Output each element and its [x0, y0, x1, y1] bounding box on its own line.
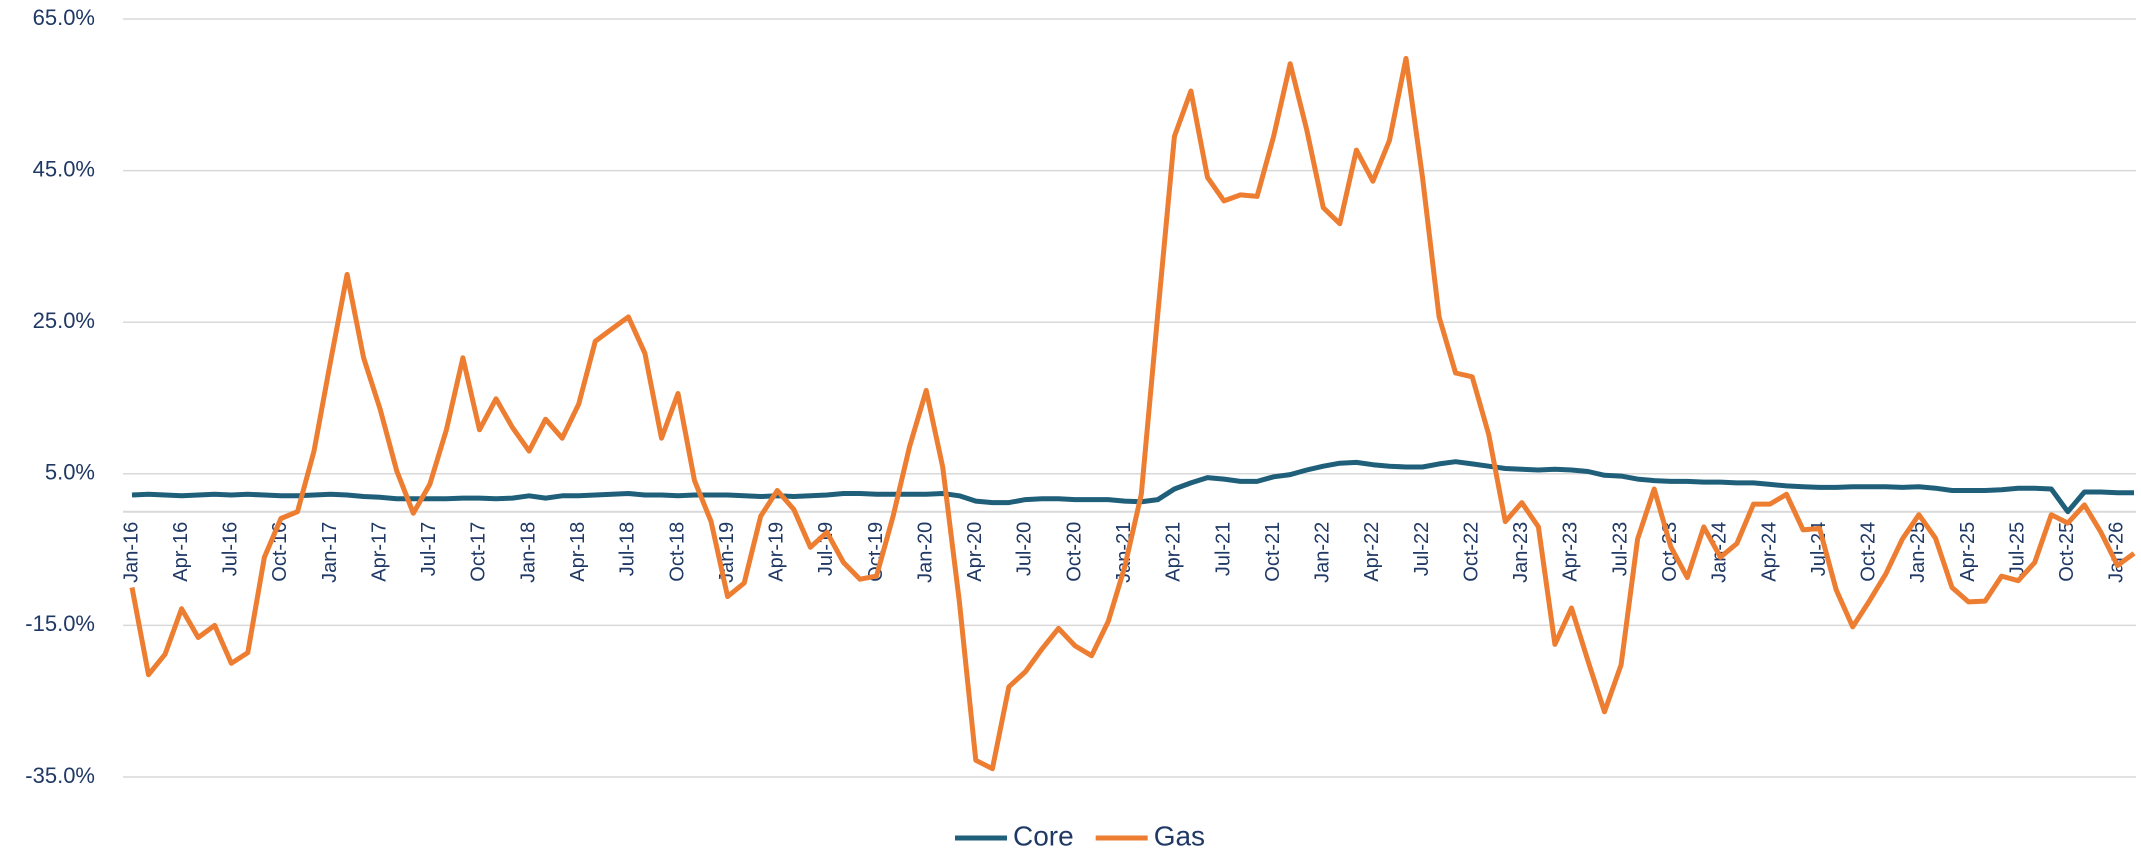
x-tick-label: Jan-20	[914, 522, 936, 583]
x-tick-label: Apr-20	[964, 522, 986, 582]
x-tick-label: Jan-17	[319, 522, 341, 583]
x-tick-label: Apr-22	[1361, 522, 1383, 582]
x-tick-label: Oct-17	[468, 522, 490, 582]
x-tick-label: Apr-19	[766, 522, 788, 582]
legend-label: Gas	[1154, 820, 1205, 851]
x-tick-label: Jan-25	[1907, 522, 1929, 583]
line-series	[131, 459, 2134, 515]
x-tick-label: Jul-22	[1411, 522, 1433, 576]
x-tick-label: Jan-16	[120, 522, 142, 583]
x-tick-label: Oct-23	[1659, 522, 1681, 582]
x-tick-label: Jul-17	[418, 522, 440, 576]
y-tick-label: -15.0%	[25, 611, 95, 636]
y-tick-label: 45.0%	[33, 156, 95, 181]
x-tick-label: Apr-25	[1957, 522, 1979, 582]
legend: Core Gas	[955, 820, 1205, 851]
x-tick-label: Apr-18	[567, 522, 589, 582]
x-tick-label: Jul-20	[1014, 522, 1036, 576]
x-tick-label: Oct-18	[666, 522, 688, 582]
x-tick-label: Jul-24	[1808, 522, 1830, 576]
x-tick-label: Apr-17	[368, 522, 390, 582]
x-tick-label: Apr-24	[1758, 522, 1780, 582]
x-tick-label: Jul-21	[1212, 522, 1234, 576]
y-tick-label: 5.0%	[45, 460, 95, 485]
y-tick-label: -35.0%	[25, 763, 95, 788]
x-tick-label: Apr-23	[1560, 522, 1582, 582]
x-tick-label: Oct-21	[1262, 522, 1284, 582]
line-series	[129, 55, 2136, 772]
x-tick-label: Jan-18	[517, 522, 539, 583]
x-tick-label: Apr-16	[170, 522, 192, 582]
x-tick-label: Jan-22	[1312, 522, 1334, 583]
x-tick-label: Oct-22	[1460, 522, 1482, 582]
x-tick-label: Jan-23	[1510, 522, 1532, 583]
x-tick-label: Oct-24	[1858, 522, 1880, 582]
x-tick-label: Jan-26	[2106, 522, 2128, 583]
x-tick-label: Oct-20	[1063, 522, 1085, 582]
y-tick-label: 25.0%	[33, 308, 95, 333]
y-tick-label: 65.0%	[33, 5, 95, 30]
x-tick-label: Jul-18	[617, 522, 639, 576]
x-tick-label: Oct-25	[2056, 522, 2078, 582]
x-tick-label: Jul-25	[2006, 522, 2028, 576]
legend-label: Core	[1013, 820, 1074, 851]
x-tick-label: Apr-21	[1163, 522, 1185, 582]
x-tick-label: Oct-16	[269, 522, 291, 582]
x-tick-label: Jul-23	[1609, 522, 1631, 576]
x-tick-label: Jul-16	[220, 522, 242, 576]
